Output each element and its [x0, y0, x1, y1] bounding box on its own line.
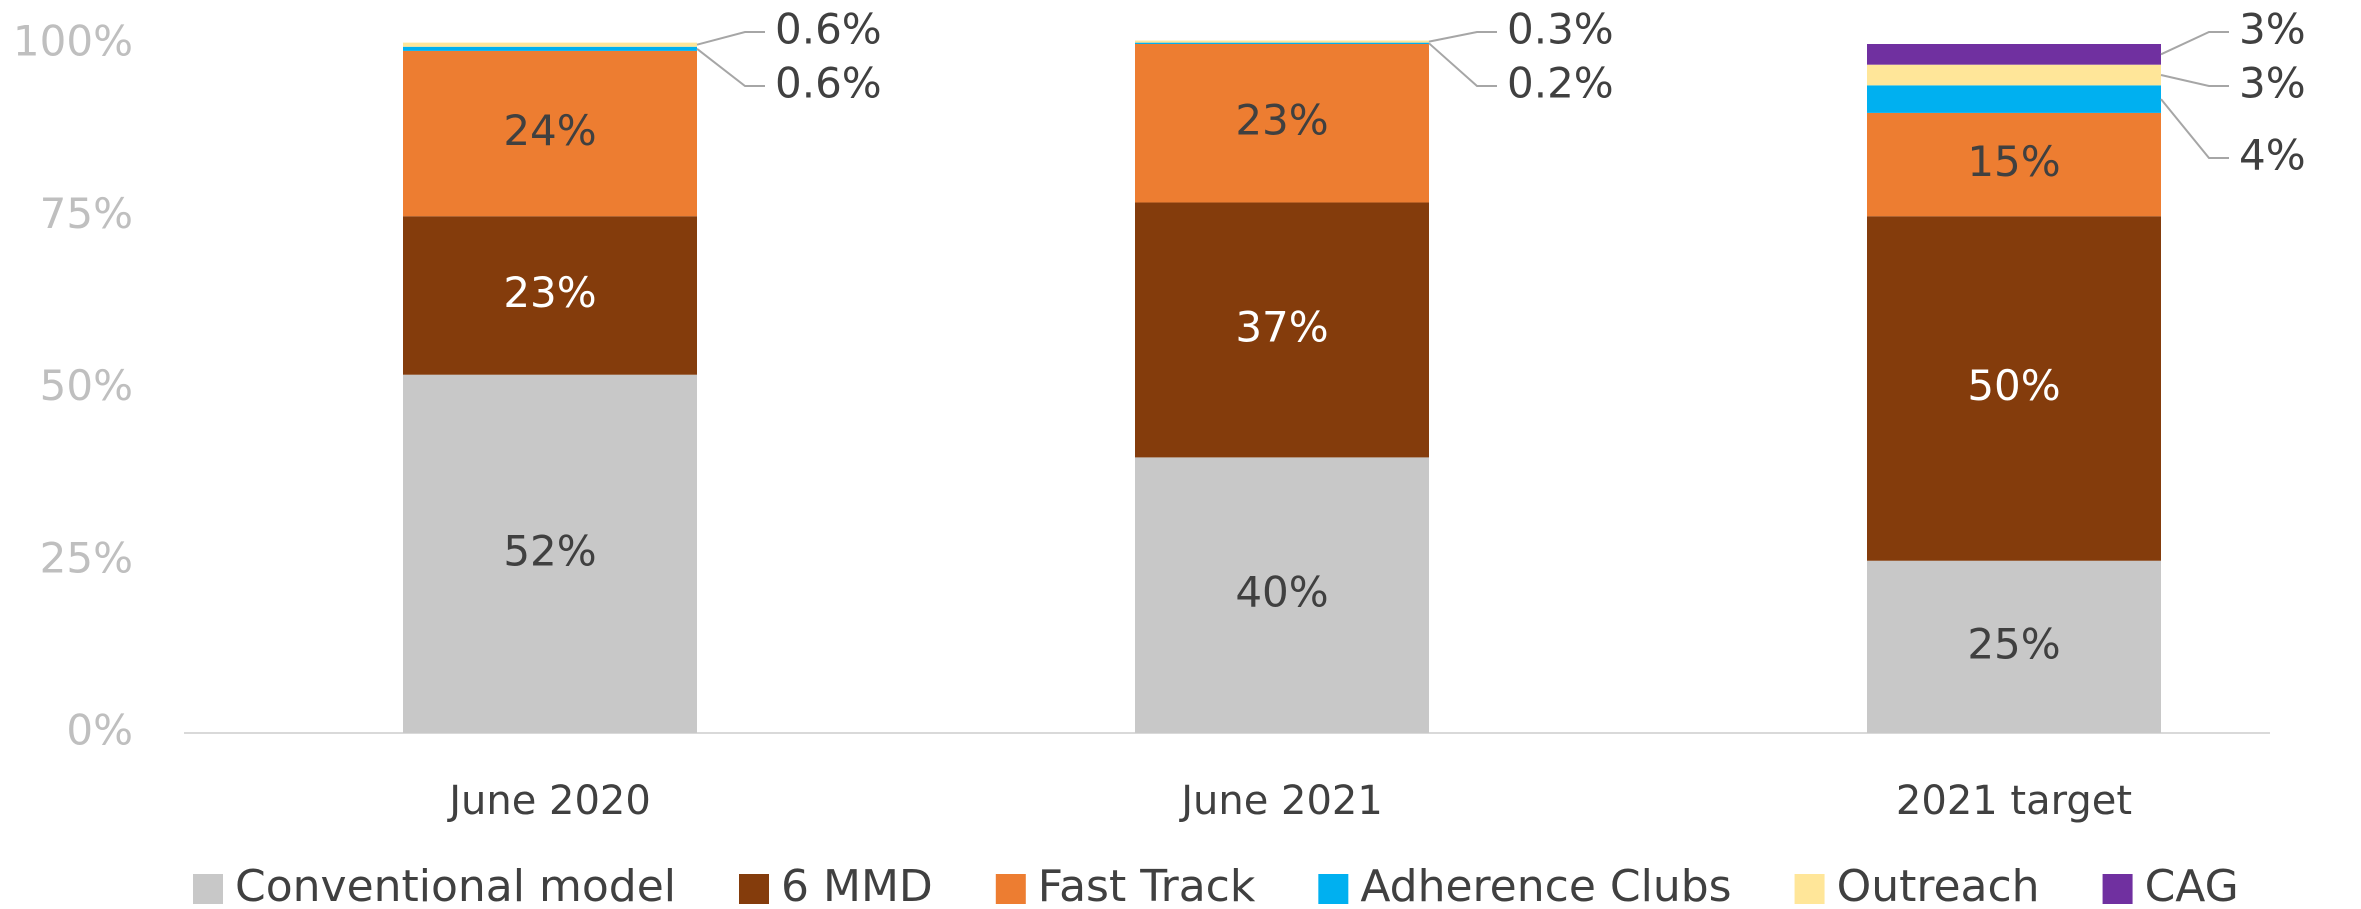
data-label: 0.2%	[1507, 59, 1614, 108]
data-label: 23%	[1235, 96, 1328, 145]
bar-segment	[1135, 44, 1429, 203]
data-label: 24%	[503, 106, 596, 155]
data-label: 52%	[503, 526, 596, 575]
legend-swatch	[1318, 874, 1349, 904]
data-label: 25%	[1967, 619, 2060, 668]
x-tick-label: June 2020	[446, 778, 651, 824]
y-tick-label: 0%	[66, 706, 133, 755]
bar-segment	[403, 42, 697, 47]
data-label: 15%	[1967, 137, 2060, 186]
y-tick-label: 50%	[40, 361, 133, 410]
leader-line	[2160, 31, 2229, 56]
legend-swatch	[995, 874, 1026, 904]
bar-segment	[1135, 202, 1429, 458]
y-tick-label: 100%	[13, 17, 133, 66]
data-label: 0.3%	[1507, 5, 1614, 54]
bar-segment	[1867, 560, 2161, 733]
data-label: 3%	[2239, 59, 2306, 108]
x-tick-label: June 2021	[1178, 778, 1383, 824]
y-tick-label: 25%	[40, 533, 133, 582]
leader-line	[696, 31, 765, 46]
bar-segment	[1867, 64, 2161, 86]
leader-line	[696, 48, 765, 87]
bar-segment	[1867, 112, 2161, 217]
legend-label: Adherence Clubs	[1360, 861, 1731, 909]
bar-segment	[403, 50, 697, 217]
bar-segment	[403, 46, 697, 51]
legend-label: 6 MMD	[781, 861, 933, 909]
legend-swatch	[1794, 874, 1825, 904]
bar-segment	[1867, 44, 2161, 65]
data-label: 0.6%	[775, 59, 882, 108]
legend-swatch	[739, 874, 769, 904]
legend-label: CAG	[2145, 861, 2239, 909]
leader-line	[2160, 98, 2229, 159]
legend-label: Conventional model	[235, 861, 676, 909]
data-label: 4%	[2239, 131, 2306, 180]
bar-segment	[1867, 216, 2161, 561]
data-label: 3%	[2239, 5, 2306, 54]
leader-line	[1428, 42, 1497, 87]
bar-segment	[403, 374, 697, 733]
legend-swatch	[193, 874, 223, 904]
x-tick-label: 2021 target	[1896, 778, 2132, 824]
data-label: 50%	[1967, 361, 2060, 410]
bar-segment	[1135, 42, 1429, 44]
bar-segment	[1135, 457, 1429, 733]
leader-line	[1428, 31, 1497, 43]
data-label: 37%	[1235, 302, 1328, 351]
leader-line	[2160, 74, 2229, 87]
legend-label: Outreach	[1837, 861, 2040, 909]
data-label: 23%	[503, 268, 596, 317]
bar-segment	[1867, 85, 2161, 113]
y-tick-label: 75%	[40, 189, 133, 238]
legend-label: Fast Track	[1038, 861, 1256, 909]
bar-segment	[403, 216, 697, 375]
data-label: 0.6%	[775, 5, 882, 54]
data-label: 40%	[1235, 568, 1328, 617]
bar-segment	[1135, 40, 1429, 43]
legend-swatch	[2102, 874, 2133, 904]
